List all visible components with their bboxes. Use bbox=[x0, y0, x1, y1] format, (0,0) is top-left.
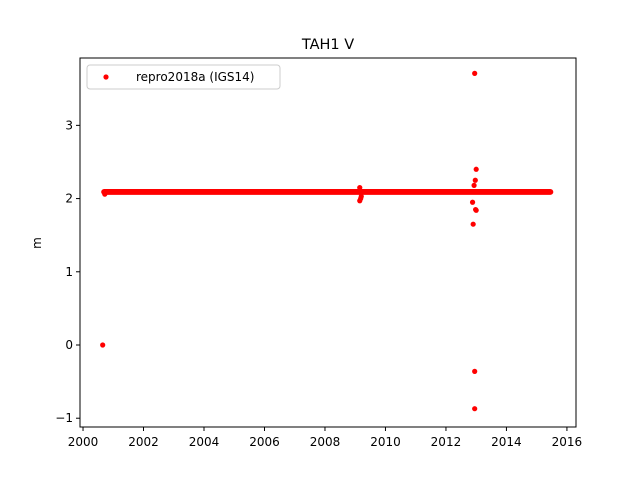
data-point bbox=[100, 342, 106, 348]
data-point bbox=[473, 207, 479, 213]
data-point bbox=[473, 166, 479, 172]
y-axis: −1 0 1 2 3 bbox=[55, 118, 80, 425]
data-point bbox=[471, 182, 477, 188]
data-point bbox=[472, 406, 478, 412]
y-tick-label: 3 bbox=[65, 118, 73, 132]
data-point bbox=[472, 368, 478, 374]
data-point bbox=[472, 177, 478, 183]
data-band bbox=[101, 189, 554, 195]
y-axis-label: m bbox=[30, 237, 44, 249]
data-point bbox=[357, 184, 363, 191]
y-tick-label: 0 bbox=[65, 338, 73, 352]
x-tick-label: 2014 bbox=[491, 435, 522, 449]
data-point bbox=[470, 221, 476, 227]
plot-frame bbox=[79, 57, 577, 428]
x-axis: 2000 2002 2004 2006 2008 2010 2012 2014 2016 bbox=[68, 427, 582, 449]
data-points bbox=[100, 70, 479, 412]
y-tick-label: 2 bbox=[65, 192, 73, 206]
y-tick-label: −1 bbox=[55, 411, 73, 425]
legend-marker bbox=[103, 74, 109, 80]
data-point bbox=[358, 193, 364, 199]
x-tick-label: 2004 bbox=[189, 435, 220, 449]
x-tick-label: 2010 bbox=[370, 435, 401, 449]
x-tick-label: 2012 bbox=[431, 435, 462, 449]
data-point bbox=[102, 191, 108, 197]
legend-box bbox=[86, 64, 281, 90]
x-tick-label: 2000 bbox=[68, 435, 99, 449]
series-band bbox=[101, 189, 554, 195]
data-point bbox=[472, 70, 478, 76]
y-tick-label: 1 bbox=[65, 265, 73, 279]
x-tick-label: 2002 bbox=[128, 435, 159, 449]
plot-area bbox=[80, 58, 576, 427]
data-point bbox=[357, 198, 363, 204]
x-tick-label: 2016 bbox=[552, 435, 583, 449]
data-point bbox=[469, 199, 476, 205]
x-tick-label: 2006 bbox=[249, 435, 280, 449]
legend: repro2018a (IGS14) bbox=[86, 64, 281, 90]
legend-label: repro2018a (IGS14) bbox=[136, 70, 254, 84]
x-tick-label: 2008 bbox=[310, 435, 341, 449]
chart-title: TAH1 V bbox=[301, 37, 354, 53]
